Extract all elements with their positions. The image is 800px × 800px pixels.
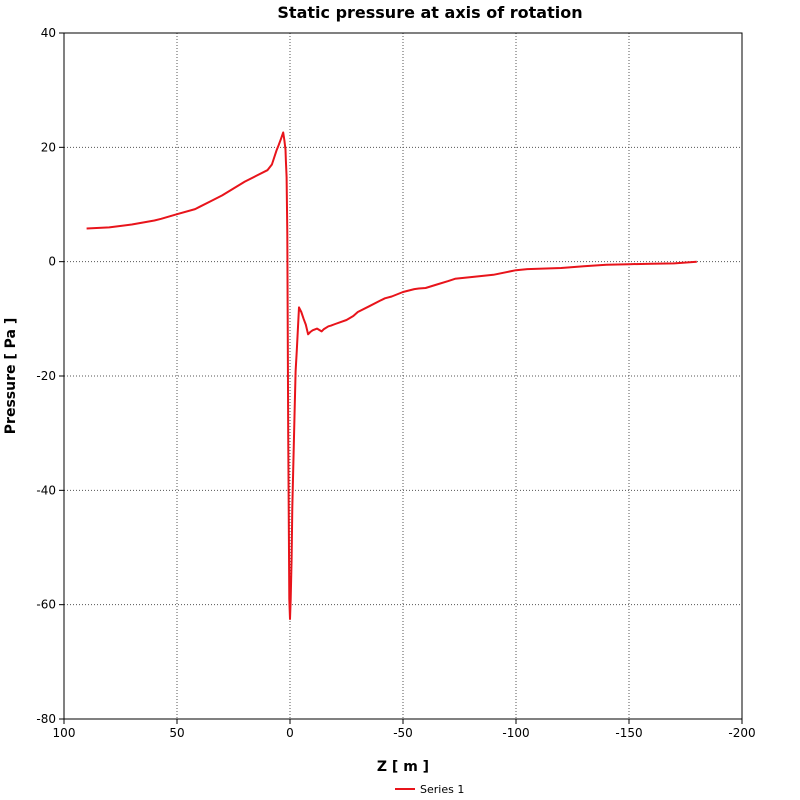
y-tick-label: -20 — [36, 369, 56, 383]
x-axis-label: Z [ m ] — [377, 759, 429, 775]
x-tick-label: -150 — [615, 726, 642, 740]
x-tick-label: -50 — [393, 726, 413, 740]
y-tick-label: 20 — [41, 140, 56, 154]
x-tick-label: 100 — [53, 726, 76, 740]
x-tick-label: -200 — [728, 726, 755, 740]
gridlines — [64, 33, 742, 719]
legend-label-series-1: Series 1 — [420, 783, 464, 796]
x-tick-label: 50 — [169, 726, 184, 740]
series-layer — [86, 131, 697, 620]
x-tick-label: -100 — [502, 726, 529, 740]
legend: Series 1 — [395, 783, 464, 796]
y-tick-label: 0 — [48, 255, 56, 269]
y-tick-label: 40 — [41, 26, 56, 40]
chart-title: Static pressure at axis of rotation — [277, 3, 582, 22]
y-tick-label: -60 — [36, 598, 56, 612]
y-tick-label: -80 — [36, 712, 56, 726]
x-tick-label: 0 — [286, 726, 294, 740]
axis-ticks: 100 50 0 -50 -100 -150 -200 40 20 0 -20 -40 -60 -80 — [36, 26, 755, 740]
series-line-1 — [86, 131, 697, 620]
y-tick-label: -40 — [36, 483, 56, 497]
y-axis-label: Pressure [ Pa ] — [3, 318, 19, 434]
